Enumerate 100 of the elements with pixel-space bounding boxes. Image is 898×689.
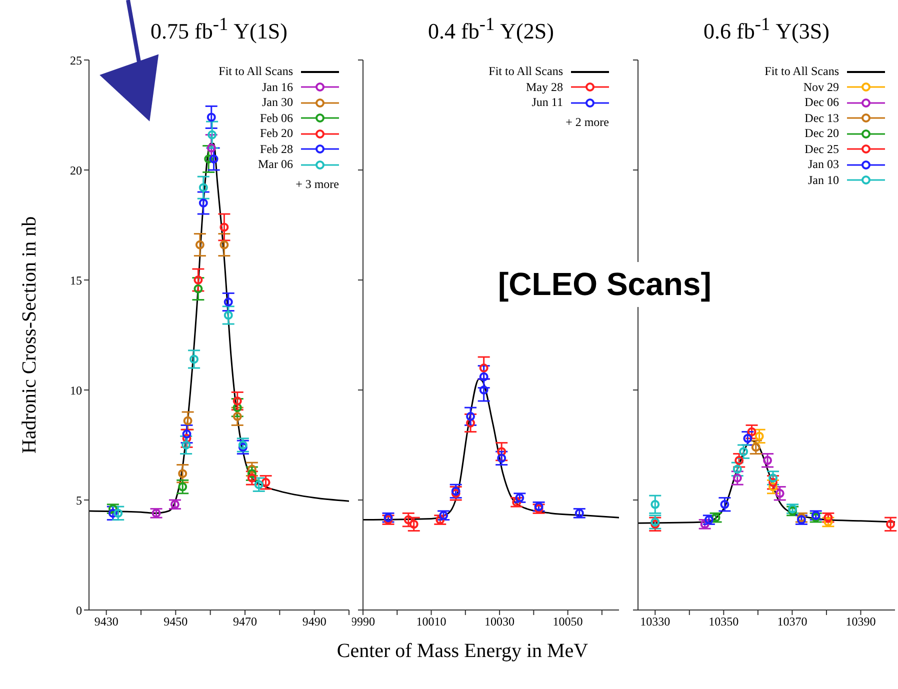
x-tick-label: 10050 [552,614,583,629]
point [247,469,256,478]
point [466,418,476,428]
point [479,364,488,372]
x-tick-label: 10030 [484,614,515,629]
legend-label: Feb 20 [260,126,293,142]
point [734,456,744,465]
point [108,508,118,518]
chart-title: 0.6 fb$^{-1}$ Υ(3S) [702,14,830,44]
point [220,240,229,250]
point [512,498,522,507]
point [650,520,660,529]
point [751,442,760,452]
point [183,416,192,426]
legend-label: Dec 25 [804,142,839,157]
annotation: + 3 more [294,176,340,192]
legend-label: Jan 10 [808,172,839,188]
point [732,474,742,482]
y-tick-label: 25 [70,53,82,68]
legend-label: Dec 13 [804,110,839,126]
legend-label: Mar 06 [258,157,293,172]
point [232,396,242,406]
x-tick-label: 10010 [416,614,446,629]
x-tick-label: 9430 [94,614,118,629]
point [886,520,895,529]
point [720,500,730,509]
point [739,447,748,456]
point [204,154,214,164]
point [152,508,161,518]
point [220,222,229,232]
point [747,427,756,436]
legend-label: Jan 16 [262,80,293,95]
legend-label: Nov 29 [803,80,839,95]
legend-label: Jun 11 [532,95,563,110]
y-tick-label: 10 [70,383,82,398]
point [195,240,204,250]
point [768,474,778,482]
point [754,432,764,441]
point [743,434,752,443]
point [232,412,242,421]
x-tick-label: 10330 [640,614,670,629]
point [182,434,192,443]
point [479,372,488,382]
point [232,403,242,412]
point [178,482,188,492]
point [768,478,778,487]
point [190,354,199,364]
point [178,469,188,478]
point [247,464,256,474]
point [194,276,203,284]
point [788,504,798,514]
chart-title: 0.4 fb$^{-1}$ Υ(2S) [427,14,555,44]
legend-label: Fit to All Scans [218,64,293,80]
x-tick-label: 9450 [164,614,188,629]
point [775,488,784,498]
point [763,456,772,465]
point [170,500,180,509]
point [824,513,833,522]
y-axis-title: Hadronic Cross-Section in nb [18,216,42,454]
legend-label: May 28 [526,80,563,95]
legend-label: Feb 28 [260,142,293,157]
point [182,430,192,438]
point [114,508,123,518]
point [194,284,203,294]
point [108,504,118,514]
x-tick-label: 10370 [777,614,808,629]
x-tick-label: 9470 [233,614,257,629]
point [497,454,506,463]
x-tick-label: 10350 [708,614,739,629]
point [574,508,584,518]
legend-label: Fit to All Scans [764,64,839,80]
x-tick-label: 9490 [302,614,326,629]
point [650,500,660,509]
point [466,412,476,421]
point [700,520,710,529]
legend-label: Dec 20 [804,126,839,142]
annotation: + 2 more [564,114,610,130]
point [208,130,217,140]
legend-label: Fit to All Scans [488,64,563,80]
legend-label: Feb 06 [260,110,293,126]
point [247,474,256,482]
point [224,298,233,306]
point [788,506,798,516]
point [768,482,778,492]
y-tick-label: 15 [70,273,82,288]
point [209,154,218,164]
point [404,515,413,524]
point [811,513,820,522]
point [182,440,191,450]
y-tick-label: 20 [70,163,82,178]
point [811,510,820,520]
point [238,442,248,452]
point [711,513,720,522]
point [732,464,742,474]
chart-title: 0.75 fb$^{-1}$ Υ(1S) [150,14,288,44]
point [704,515,714,524]
point [206,144,216,152]
point [824,518,833,526]
point [436,515,445,524]
legend-label: Dec 06 [804,95,839,110]
